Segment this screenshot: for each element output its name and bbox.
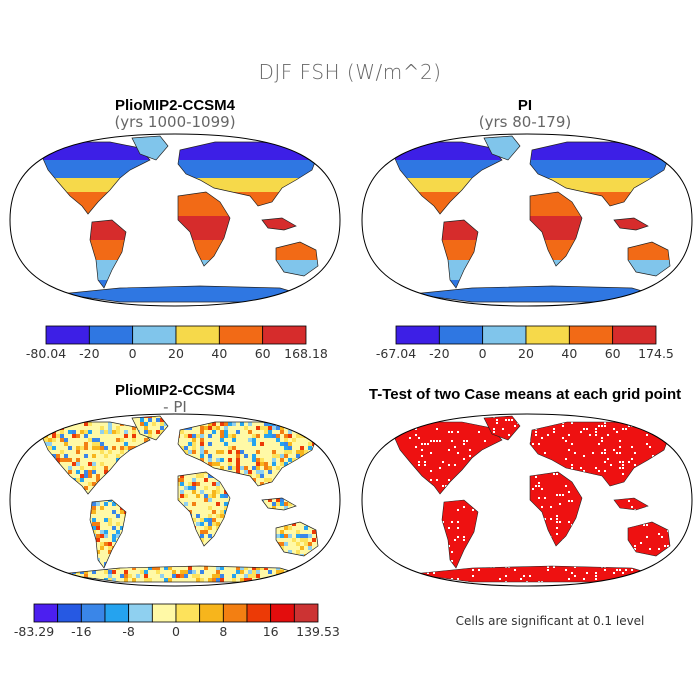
- colorbar-2-bin: [438, 325, 484, 345]
- panel-3-title: PlioMIP2-CCSM4: [60, 382, 290, 399]
- colorbar-2-bin: [482, 325, 527, 345]
- panel-2-title: PI: [410, 97, 640, 114]
- colorbar-1-bin: [262, 325, 307, 345]
- colorbar-3-bin: [57, 603, 82, 623]
- colorbar-2-bin: [612, 325, 657, 345]
- panel-3-subtitle: - PI: [60, 398, 290, 416]
- colorbar-3-tick-label: 0: [172, 624, 180, 639]
- colorbar-3-bin: [128, 603, 153, 623]
- colorbar-3-tick-label: -8: [122, 624, 134, 639]
- colorbar-1-tick-label: 60: [255, 346, 271, 361]
- main-title: DJF FSH (W/m^2): [0, 60, 700, 84]
- colorbar-1-bin: [45, 325, 90, 345]
- colorbar-3-bin: [104, 603, 130, 623]
- colorbar-3-tick-label: 16: [263, 624, 279, 639]
- colorbar-2-tick-label: 20: [518, 346, 534, 361]
- map-panel-3: [9, 413, 341, 587]
- panel-2-subtitle: (yrs 80-179): [410, 113, 640, 131]
- colorbar-1-tick-label: 40: [211, 346, 227, 361]
- colorbar-1-tick-label: -20: [79, 346, 99, 361]
- colorbar-2-tick-label: -20: [429, 346, 449, 361]
- map-panel-2: [361, 133, 693, 307]
- colorbar-1-tick-label: 20: [168, 346, 184, 361]
- colorbar-2-bin: [395, 325, 440, 345]
- colorbar-1-bin: [218, 325, 264, 345]
- colorbar-3-bin: [246, 603, 272, 623]
- colorbar-3-bin: [175, 603, 201, 623]
- colorbar-3-bin: [222, 603, 248, 623]
- colorbar-2-bin: [525, 325, 570, 345]
- colorbar-1-tick-label: 168.18: [284, 346, 328, 361]
- significance-note: Cells are significant at 0.1 level: [400, 614, 700, 628]
- colorbar-3-tick-label: -16: [71, 624, 91, 639]
- colorbar-3-tick-label: -83.29: [14, 624, 54, 639]
- colorbar-3-bin: [151, 603, 177, 623]
- panel-1-subtitle: (yrs 1000-1099): [60, 113, 290, 131]
- panel-4-title: T-Test of two Case means at each grid po…: [345, 386, 700, 403]
- colorbar-2-tick-label: 60: [605, 346, 621, 361]
- colorbar-1: [45, 325, 307, 345]
- colorbar-3-tick-label: 8: [219, 624, 227, 639]
- colorbar-2-tick-label: 0: [479, 346, 487, 361]
- colorbar-2-tick-label: 174.5: [638, 346, 674, 361]
- colorbar-3-bin: [293, 603, 319, 623]
- map-panel-4: [361, 413, 693, 587]
- colorbar-3-bin: [199, 603, 224, 623]
- colorbar-3-bin: [80, 603, 106, 623]
- colorbar-2: [395, 325, 657, 345]
- colorbar-3-bin: [33, 603, 59, 623]
- colorbar-1-bin: [88, 325, 134, 345]
- colorbar-1-bin: [132, 325, 177, 345]
- colorbar-2-tick-label: -67.04: [376, 346, 416, 361]
- colorbar-1-tick-label: 0: [129, 346, 137, 361]
- colorbar-3-tick-label: 139.53: [296, 624, 340, 639]
- colorbar-2-bin: [568, 325, 614, 345]
- colorbar-2-tick-label: 40: [561, 346, 577, 361]
- panel-1-title: PlioMIP2-CCSM4: [60, 97, 290, 114]
- colorbar-3-bin: [270, 603, 295, 623]
- colorbar-1-bin: [175, 325, 220, 345]
- colorbar-1-tick-label: -80.04: [26, 346, 66, 361]
- colorbar-3: [33, 603, 319, 623]
- map-panel-1: [9, 133, 341, 307]
